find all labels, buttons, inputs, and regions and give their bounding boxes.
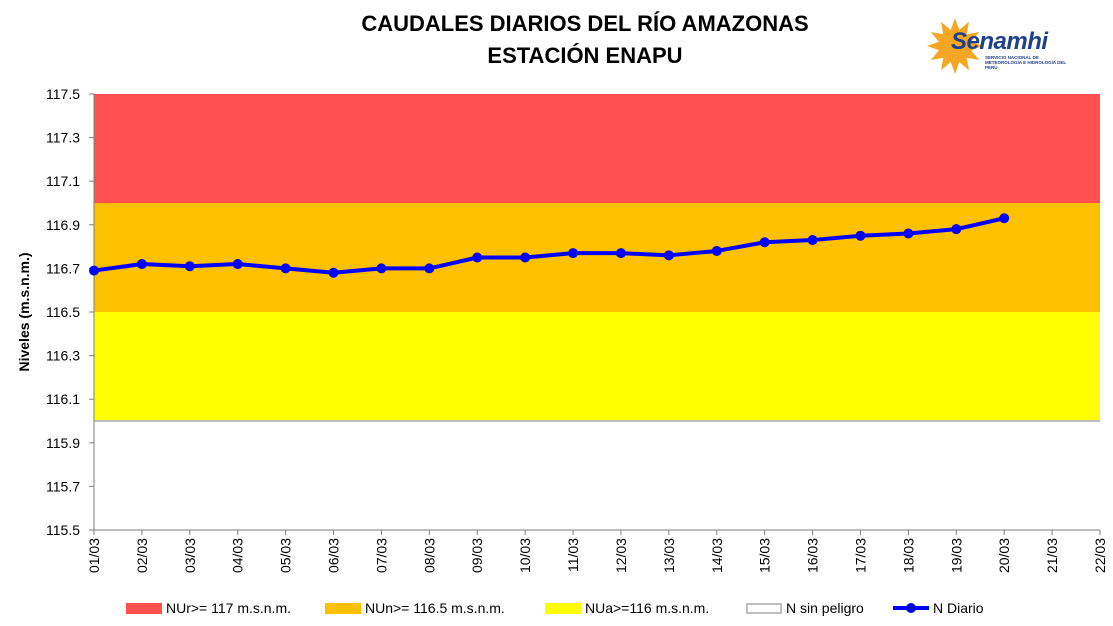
data-point (855, 230, 866, 241)
x-tick-label: 05/03 (278, 538, 294, 573)
x-tick-labels: 01/03 02/03 03/03 04/03 05/03 06/03 07/03 08/03… (86, 538, 1108, 573)
x-tick-label: 16/03 (805, 538, 821, 573)
x-tick-label: 11/03 (565, 538, 581, 572)
data-point (615, 248, 626, 259)
chart-title-line2: ESTACIÓN ENAPU (487, 43, 683, 68)
data-point (328, 267, 339, 278)
legend-label-nua: NUa>=116 m.s.n.m. (585, 600, 710, 616)
series-n-diario (89, 213, 1010, 278)
data-point (232, 259, 243, 270)
x-tick-label: 08/03 (421, 538, 437, 573)
data-point (89, 265, 99, 276)
data-point (711, 245, 722, 256)
y-tick-label: 116.3 (46, 348, 80, 364)
sun-icon (927, 18, 983, 74)
x-tick-label: 17/03 (852, 538, 868, 573)
x-tick-label: 01/03 (86, 538, 102, 573)
legend-item-nur: NUr>= 117 m.s.n.m. (126, 600, 291, 616)
senamhi-logo: Senamhi SERVICIO NACIONAL DE METEOROLOGÍ… (925, 14, 1085, 76)
y-tick-label: 116.9 (46, 217, 80, 233)
legend-label-n-diario: N Diario (933, 600, 984, 616)
chart-title: CAUDALES DIARIOS DEL RÍO AMAZONAS ESTACI… (240, 8, 930, 72)
data-point (376, 263, 387, 274)
y-tick-label: 115.7 (46, 478, 80, 494)
legend-item-sin-peligro: N sin peligro (746, 600, 864, 616)
logo-subtitle: SERVICIO NACIONAL DE METEOROLOGÍA E HIDR… (985, 55, 1067, 70)
line-chart: 115.5 115.7 115.9 116.1 116.3 116.5 116.7 116.9… (16, 86, 1108, 573)
legend-item-nun: NUn>= 116.5 m.s.n.m. (325, 600, 505, 616)
legend-swatch-sin-peligro (746, 602, 782, 614)
chart-title-line1: CAUDALES DIARIOS DEL RÍO AMAZONAS (361, 11, 809, 36)
legend-item-n-diario: N Diario (893, 600, 984, 616)
x-tick-label: 03/03 (182, 538, 198, 573)
data-point (903, 228, 914, 239)
y-tick-label: 117.5 (46, 86, 80, 102)
x-tick-label: 13/03 (661, 538, 677, 573)
data-point (424, 263, 435, 274)
threshold-band-3 (94, 421, 1100, 530)
data-point (568, 248, 579, 259)
legend-label-nun: NUn>= 116.5 m.s.n.m. (365, 600, 505, 616)
threshold-band-2 (94, 312, 1100, 421)
y-tick-label: 115.5 (46, 522, 80, 538)
data-point (184, 261, 195, 272)
x-tick-label: 10/03 (517, 538, 533, 573)
y-tick-label: 116.5 (46, 304, 80, 320)
chart-legend: NUr>= 117 m.s.n.m. NUn>= 116.5 m.s.n.m. … (0, 600, 1113, 622)
x-tick-label: 04/03 (230, 538, 246, 573)
y-tick-label: 116.7 (46, 260, 80, 276)
legend-swatch-nua (545, 602, 581, 614)
legend-swatch-nur (126, 602, 162, 614)
data-point (136, 259, 147, 270)
legend-item-nua: NUa>=116 m.s.n.m. (545, 600, 709, 616)
x-tick-label: 21/03 (1044, 538, 1060, 573)
x-tick-label: 15/03 (757, 538, 773, 573)
x-tick-label: 14/03 (709, 538, 725, 573)
x-tick-label: 19/03 (948, 538, 964, 573)
legend-label-nur: NUr>= 117 m.s.n.m. (166, 600, 292, 616)
y-tick-label: 116.1 (46, 391, 80, 407)
series-line (93, 216, 1005, 275)
x-tick-label: 02/03 (134, 538, 150, 573)
data-point (663, 250, 674, 261)
y-tick-labels: 115.5 115.7 115.9 116.1 116.3 116.5 116.7 116.9… (46, 86, 80, 538)
x-tick-label: 18/03 (900, 538, 916, 573)
legend-swatch-nun (325, 602, 361, 614)
x-tick-label: 12/03 (613, 538, 629, 573)
legend-label-sin-peligro: N sin peligro (786, 600, 864, 616)
x-tick-label: 22/03 (1092, 538, 1108, 573)
data-point (807, 235, 818, 246)
y-tick-label: 115.9 (46, 435, 80, 451)
threshold-band-1 (94, 203, 1100, 312)
x-tick-label: 20/03 (996, 538, 1012, 573)
x-tick-label: 09/03 (469, 538, 485, 573)
logo-name: Senamhi (951, 28, 1048, 55)
data-point (280, 263, 291, 274)
y-tick-label: 117.3 (46, 130, 80, 146)
x-tick-label: 07/03 (373, 538, 389, 573)
data-point (472, 252, 483, 263)
data-point (999, 213, 1010, 224)
y-tick-label: 117.1 (46, 173, 80, 189)
chart-axes (89, 93, 1101, 535)
data-point (520, 252, 531, 263)
threshold-band-0 (94, 94, 1100, 203)
data-point (951, 224, 962, 235)
y-axis-label: Niveles (m.s.n.m.) (16, 252, 32, 371)
threshold-bands (94, 94, 1100, 530)
data-point (759, 237, 770, 248)
x-tick-label: 06/03 (326, 538, 342, 573)
legend-swatch-n-diario (893, 602, 929, 614)
